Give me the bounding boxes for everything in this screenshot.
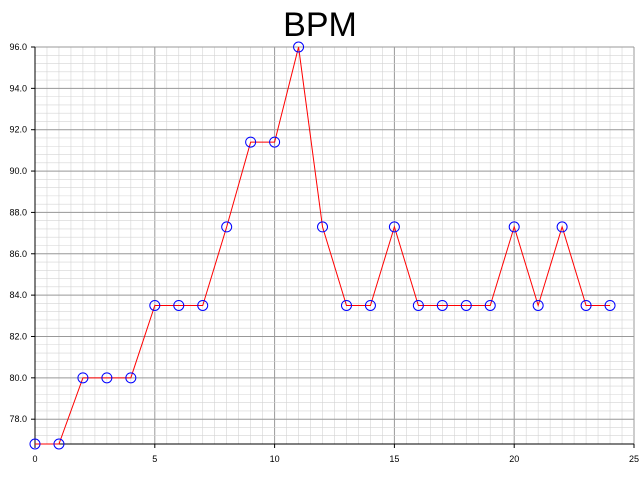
series-bpm xyxy=(29,41,616,450)
y-tick-label: 96.0 xyxy=(9,42,27,52)
series-line xyxy=(35,46,611,445)
data-point xyxy=(269,136,281,148)
y-axis-ticks: 78.0 80.0 82.0 84.0 86.0 88.0 90.0 92.0 94.0 96.0 xyxy=(9,42,35,424)
data-point xyxy=(340,299,352,311)
data-point xyxy=(436,299,448,311)
x-tick-label: 25 xyxy=(629,454,639,464)
data-point xyxy=(460,299,472,311)
data-point xyxy=(53,438,65,450)
y-tick-label: 84.0 xyxy=(9,290,27,300)
x-axis-ticks: 0 5 10 15 20 25 xyxy=(32,444,639,464)
data-point xyxy=(29,438,41,450)
data-point xyxy=(293,41,305,53)
data-point xyxy=(532,299,544,311)
x-tick-label: 5 xyxy=(152,454,157,464)
y-tick-label: 86.0 xyxy=(9,249,27,259)
y-tick-label: 82.0 xyxy=(9,331,27,341)
data-point xyxy=(77,372,89,384)
data-point xyxy=(221,221,233,233)
data-point xyxy=(508,221,520,233)
y-tick-label: 88.0 xyxy=(9,207,27,217)
data-point xyxy=(388,221,400,233)
data-point xyxy=(317,221,329,233)
data-point xyxy=(604,299,616,311)
y-tick-label: 78.0 xyxy=(9,414,27,424)
data-point xyxy=(173,299,185,311)
data-point xyxy=(125,372,137,384)
y-tick-label: 90.0 xyxy=(9,166,27,176)
data-point xyxy=(556,221,568,233)
y-tick-label: 80.0 xyxy=(9,373,27,383)
y-tick-label: 92.0 xyxy=(9,125,27,135)
x-tick-label: 0 xyxy=(32,454,37,464)
data-point xyxy=(412,299,424,311)
data-point xyxy=(245,136,257,148)
y-tick-label: 94.0 xyxy=(9,83,27,93)
x-tick-label: 10 xyxy=(270,454,280,464)
data-point xyxy=(484,299,496,311)
data-point xyxy=(197,299,209,311)
x-tick-label: 15 xyxy=(389,454,399,464)
chart-title: BPM xyxy=(283,6,357,44)
x-tick-label: 20 xyxy=(509,454,519,464)
data-point xyxy=(149,299,161,311)
grid xyxy=(34,46,635,445)
data-point xyxy=(364,299,376,311)
data-point xyxy=(580,299,592,311)
data-point xyxy=(101,372,113,384)
